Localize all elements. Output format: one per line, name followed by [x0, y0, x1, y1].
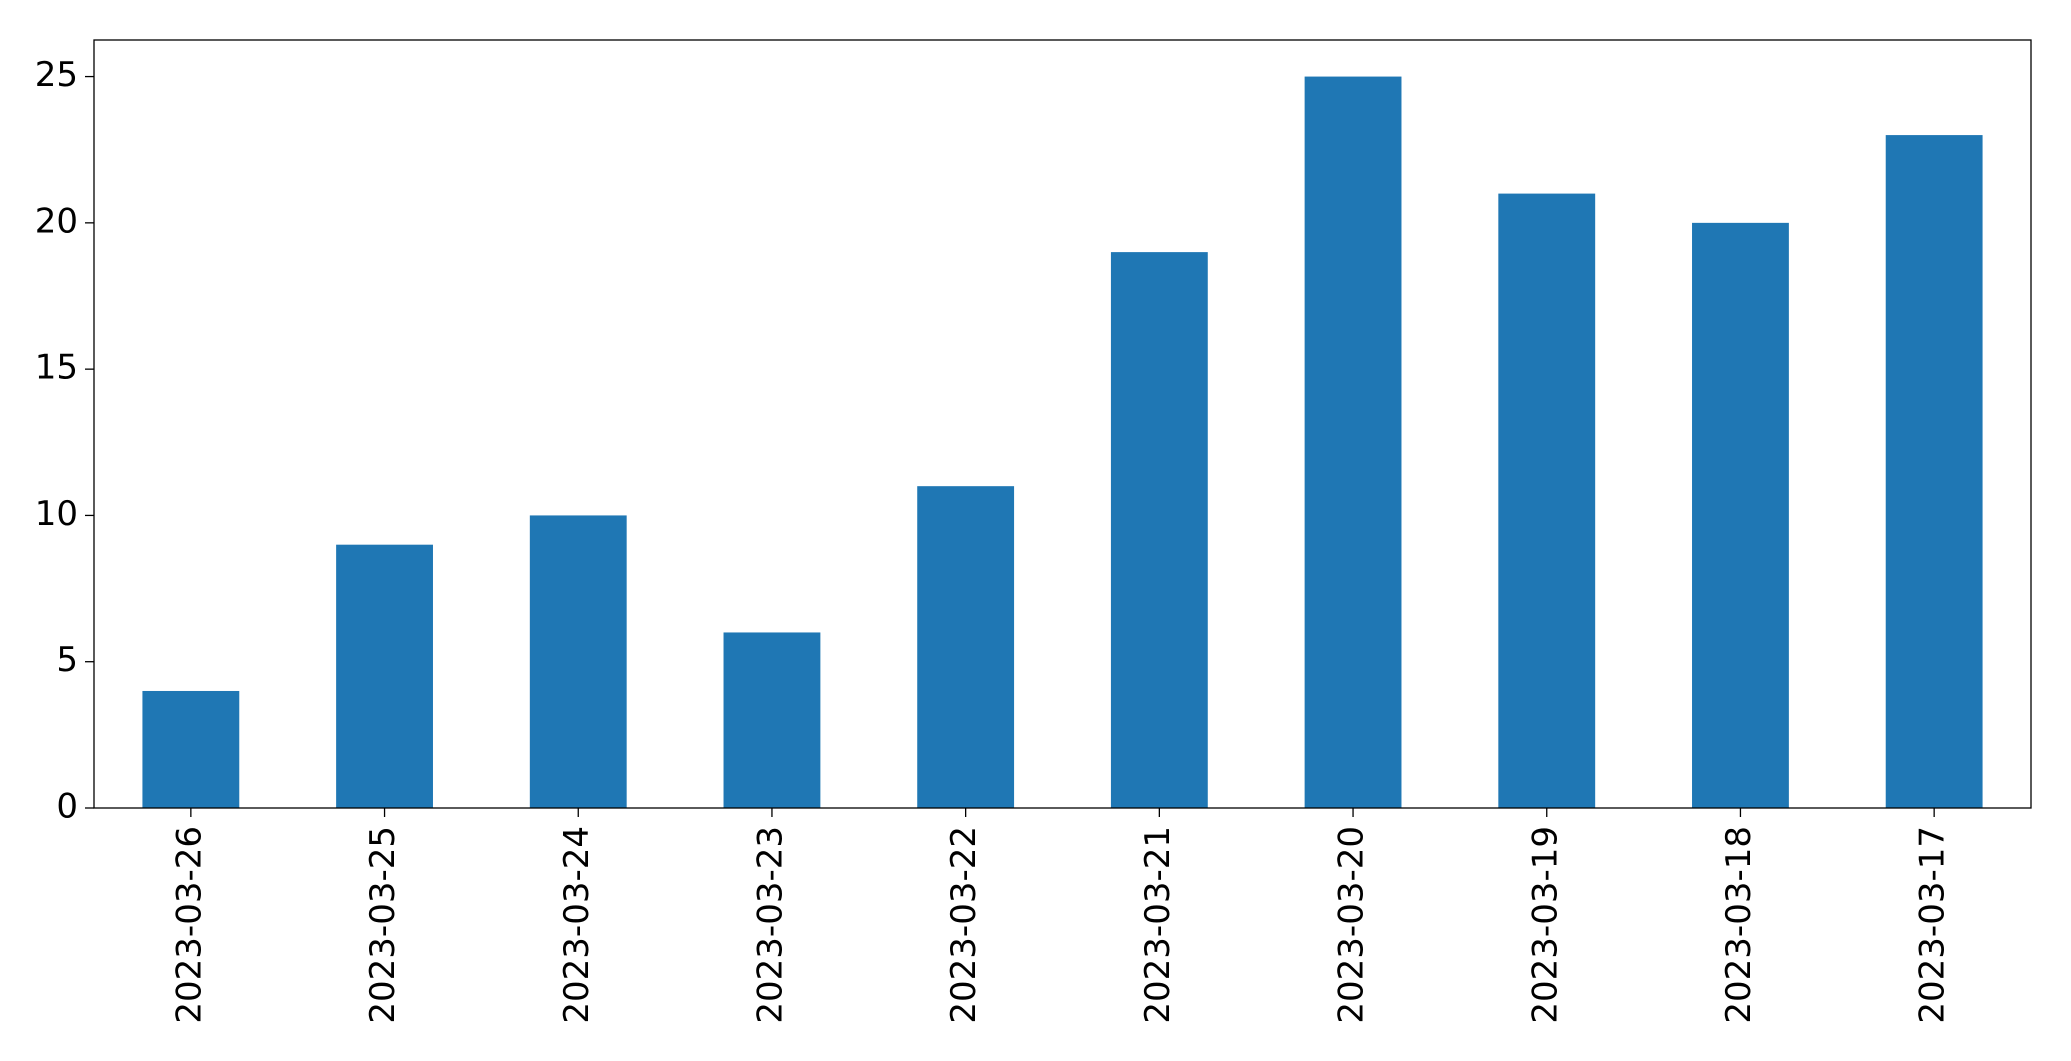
bar: [142, 690, 240, 808]
y-tick-label: 20: [35, 201, 78, 241]
x-tick-label: 2023-03-18: [1719, 826, 1759, 1024]
y-tick-label: 5: [56, 640, 78, 680]
bar: [1692, 222, 1789, 808]
bar: [723, 632, 821, 808]
x-tick-label: 2023-03-24: [557, 826, 597, 1024]
y-tick-label: 10: [35, 494, 78, 534]
y-tick-label: 15: [35, 348, 78, 388]
plot-frame: [93, 39, 2032, 809]
bar: [336, 544, 433, 808]
x-tick-label: 2023-03-21: [1138, 826, 1178, 1024]
bar: [1498, 193, 1596, 809]
x-tick-label: 2023-03-22: [944, 826, 984, 1024]
x-tick-label: 2023-03-25: [363, 826, 403, 1024]
bar: [529, 515, 627, 808]
y-tick-label: 0: [56, 787, 78, 827]
x-tick-label: 2023-03-17: [1913, 826, 1953, 1024]
bar: [1110, 252, 1208, 809]
bar: [1304, 76, 1402, 809]
x-tick-label: 2023-03-26: [169, 826, 209, 1024]
bar: [1885, 135, 1983, 809]
x-tick-label: 2023-03-23: [750, 826, 790, 1024]
bar: [917, 486, 1015, 808]
x-tick-label: 2023-03-19: [1525, 826, 1565, 1024]
y-tick-label: 25: [35, 55, 78, 95]
x-tick-label: 2023-03-20: [1332, 826, 1372, 1024]
